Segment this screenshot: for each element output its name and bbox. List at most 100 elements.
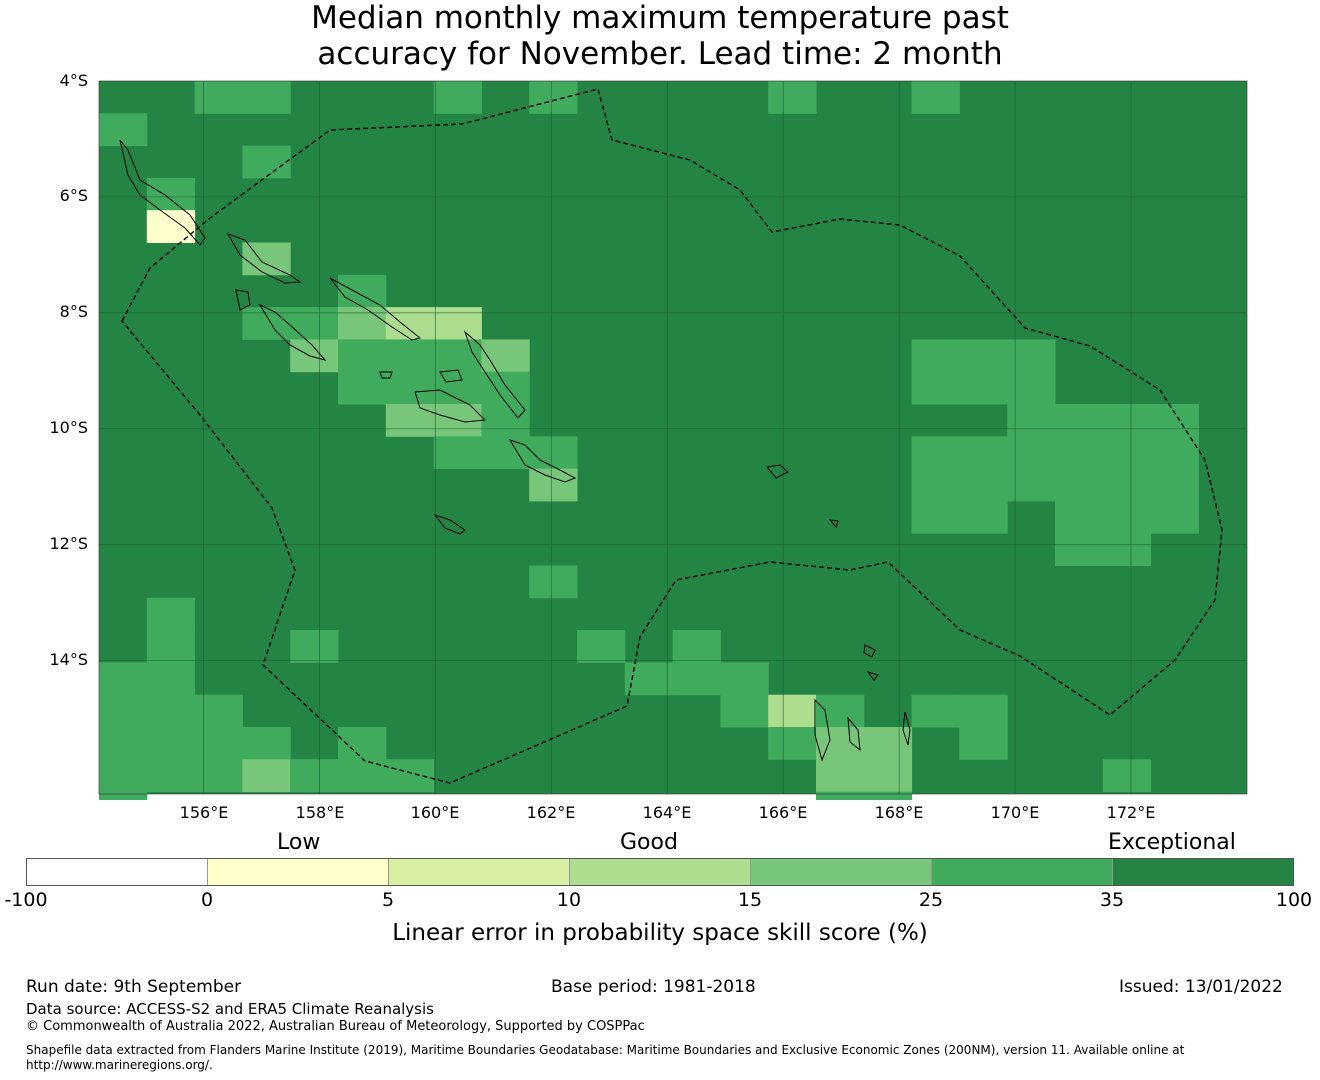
skill-cell [146, 177, 196, 211]
skill-cell [1102, 533, 1152, 566]
island-outline [414, 389, 487, 423]
skill-cell [194, 759, 243, 793]
eez-boundary [121, 88, 1223, 784]
skill-cell [529, 81, 578, 114]
skill-cell [1055, 533, 1104, 566]
skill-cell [290, 759, 339, 793]
skill-cell [146, 727, 196, 760]
skill-cell [911, 81, 960, 114]
skill-cell [1007, 436, 1056, 470]
skill-cell [433, 371, 482, 405]
map-title-line-1: Median monthly maximum temperature past [311, 0, 1009, 36]
colorbar-tick: 5 [381, 889, 395, 911]
colorbar-tick: 100 [1275, 889, 1313, 911]
island-outline [828, 519, 839, 528]
skill-cell [433, 436, 482, 470]
skill-cell [242, 242, 291, 276]
skill-cell [338, 371, 387, 405]
skill-cell [1055, 404, 1104, 437]
skill-cell [1055, 436, 1104, 470]
lat-label-8s: 8°S [59, 302, 88, 321]
skill-cell [481, 371, 530, 405]
skill-cell [99, 113, 148, 147]
skill-cell [242, 145, 291, 179]
island-outline [508, 439, 577, 483]
skill-cell [911, 339, 960, 373]
skill-cell [720, 694, 769, 728]
colorbar-segment [751, 859, 932, 885]
skill-cell [99, 791, 148, 800]
lon-label-170e: 170°E [990, 803, 1040, 822]
colorbar [26, 858, 1294, 886]
skill-cell [385, 759, 435, 793]
skill-cell [529, 468, 578, 502]
skill-cell [1150, 468, 1199, 502]
lon-label-158e: 158°E [295, 803, 345, 822]
skill-cell [959, 371, 1008, 405]
colorbar-tick: 35 [1099, 889, 1125, 911]
skill-cell [99, 662, 148, 696]
lat-label-12s: 12°S [49, 534, 88, 553]
skill-cell [194, 727, 243, 760]
skill-cell [768, 727, 817, 760]
colorbar-label: Linear error in probability space skill … [392, 920, 928, 946]
island-outline [379, 371, 393, 379]
skill-cell [959, 468, 1008, 502]
skill-cell [433, 339, 482, 373]
colorbar-segment [1113, 859, 1293, 885]
skill-cell [1102, 500, 1152, 534]
island-outline [329, 277, 422, 341]
colorbar-tick: -100 [4, 889, 48, 911]
skill-cell [911, 436, 960, 470]
island-outline [119, 139, 206, 246]
skill-cell [338, 307, 387, 340]
shapefile-credit: Shapefile data extracted from Flanders M… [26, 1043, 1185, 1072]
skill-cell [338, 727, 387, 760]
colorbar-segment [208, 859, 389, 885]
skill-cell [242, 727, 291, 760]
skill-cell [385, 371, 435, 405]
skill-cell [959, 339, 1008, 373]
skill-cell [146, 694, 196, 728]
skill-cell [146, 630, 196, 663]
island-outline [226, 233, 302, 284]
island-outline [814, 698, 831, 762]
category-exceptional: Exceptional [1108, 830, 1236, 855]
colorbar-tick: 10 [556, 889, 582, 911]
run-date: Run date: 9th September [26, 977, 242, 997]
data-source: Data source: ACCESS-S2 and ERA5 Climate … [26, 1000, 434, 1018]
skill-cell [1150, 500, 1199, 534]
skill-cell [768, 694, 817, 728]
skill-cell [385, 339, 435, 373]
skill-cell [99, 727, 148, 760]
skill-cell [433, 307, 482, 340]
island-outline [847, 716, 861, 752]
skill-cell [146, 759, 196, 793]
skill-cell [911, 694, 960, 728]
skill-cell [529, 436, 578, 470]
island-outline [463, 330, 526, 419]
colorbar-segment [932, 859, 1113, 885]
skill-cell [433, 81, 482, 114]
lon-label-162e: 162°E [526, 803, 576, 822]
skill-cell [242, 307, 291, 340]
skill-cell [911, 468, 960, 502]
colorbar-segment [570, 859, 751, 885]
skill-cell [146, 662, 196, 696]
skill-cell [1007, 371, 1056, 405]
island-outline [866, 671, 879, 681]
skill-cell [290, 307, 339, 340]
skill-cell [529, 565, 578, 599]
skill-cell [1102, 759, 1152, 793]
skill-cell [194, 694, 243, 728]
base-period: Base period: 1981-2018 [551, 977, 756, 997]
skill-cell [290, 339, 339, 373]
issued-date: Issued: 13/01/2022 [1119, 977, 1283, 997]
island-outline [902, 711, 911, 746]
skill-cell [863, 791, 913, 800]
skill-cell [1007, 404, 1056, 437]
skill-cell [290, 630, 339, 663]
lat-label-10s: 10°S [49, 418, 88, 437]
lon-label-156e: 156°E [179, 803, 229, 822]
island-outline [235, 289, 251, 311]
